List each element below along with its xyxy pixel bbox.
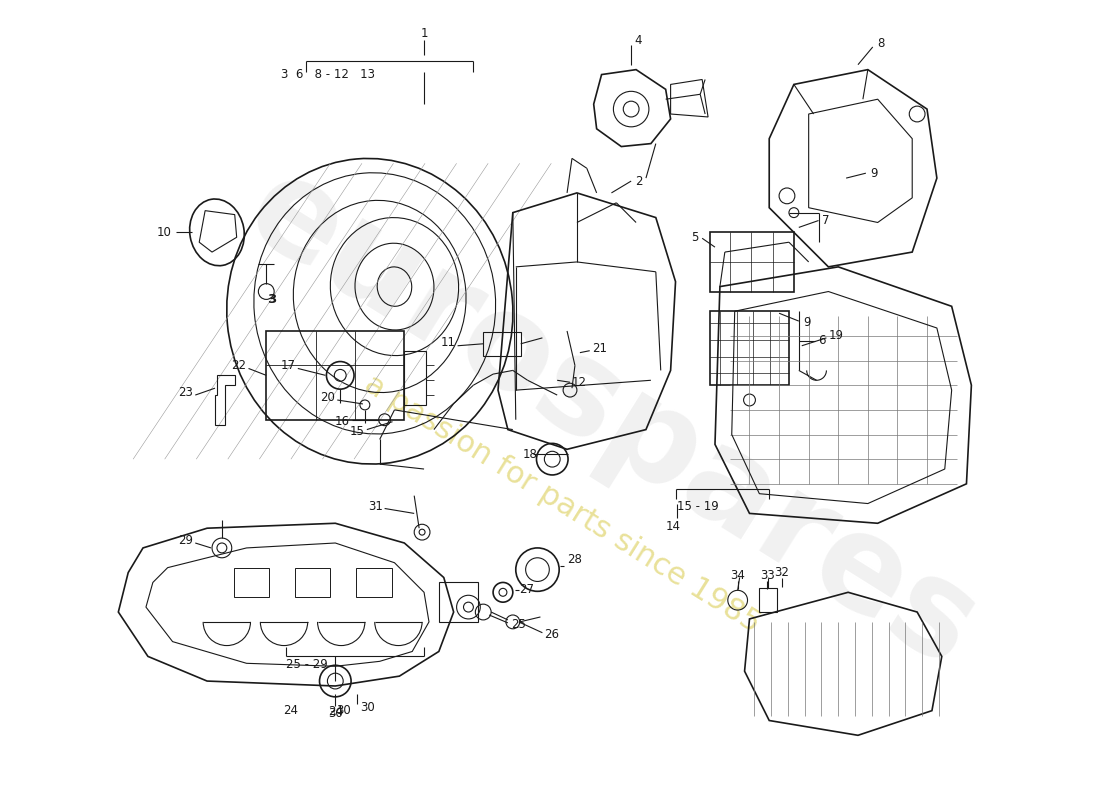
Text: 2: 2 bbox=[635, 174, 642, 187]
Text: 27: 27 bbox=[519, 583, 534, 596]
Text: 22: 22 bbox=[231, 359, 246, 372]
Text: a passion for parts since 1985: a passion for parts since 1985 bbox=[359, 369, 766, 638]
Text: 31: 31 bbox=[367, 500, 383, 513]
Text: 3  6   8 - 12   13: 3 6 8 - 12 13 bbox=[282, 68, 375, 81]
Text: 4: 4 bbox=[634, 34, 641, 46]
Text: 15 - 19: 15 - 19 bbox=[676, 500, 718, 513]
Text: 11: 11 bbox=[441, 336, 455, 350]
Text: 16: 16 bbox=[336, 415, 350, 428]
Text: 5: 5 bbox=[691, 230, 698, 244]
Text: 8: 8 bbox=[878, 37, 886, 50]
Text: 20: 20 bbox=[320, 390, 336, 403]
Text: 24: 24 bbox=[328, 705, 343, 718]
Text: 15: 15 bbox=[350, 425, 365, 438]
Text: 28: 28 bbox=[568, 554, 582, 566]
Text: 30: 30 bbox=[336, 704, 351, 717]
Text: 9: 9 bbox=[870, 166, 878, 180]
Text: 12: 12 bbox=[572, 376, 587, 389]
Text: 3: 3 bbox=[266, 293, 276, 306]
Text: 6: 6 bbox=[818, 334, 826, 347]
Text: 18: 18 bbox=[522, 448, 538, 461]
Text: 21: 21 bbox=[592, 342, 607, 355]
Text: 34: 34 bbox=[730, 569, 745, 582]
Text: 10: 10 bbox=[156, 226, 172, 239]
Text: 9: 9 bbox=[803, 315, 811, 329]
Text: 7: 7 bbox=[823, 214, 830, 227]
Text: 30: 30 bbox=[328, 707, 343, 720]
Text: 19: 19 bbox=[828, 330, 844, 342]
Text: 33: 33 bbox=[760, 569, 774, 582]
Text: 23: 23 bbox=[178, 386, 194, 398]
Text: eurospares: eurospares bbox=[224, 145, 999, 694]
Text: 17: 17 bbox=[280, 359, 296, 372]
Text: 25: 25 bbox=[510, 618, 526, 631]
Text: 24: 24 bbox=[284, 704, 298, 717]
Text: 26: 26 bbox=[544, 628, 560, 642]
Text: 1: 1 bbox=[420, 26, 428, 40]
Text: 14: 14 bbox=[667, 520, 681, 533]
Text: 30: 30 bbox=[360, 701, 375, 714]
Text: 25 - 29: 25 - 29 bbox=[286, 658, 328, 670]
Text: 32: 32 bbox=[774, 566, 790, 579]
Text: 29: 29 bbox=[178, 534, 194, 546]
